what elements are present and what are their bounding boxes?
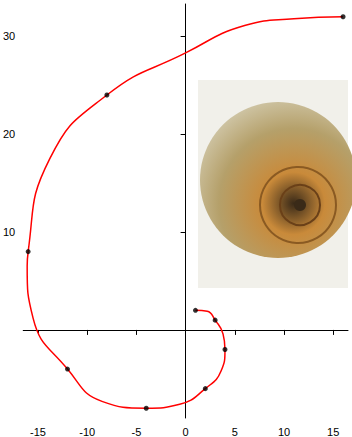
svg-text:30: 30 [3,30,15,42]
svg-text:10: 10 [278,426,290,437]
svg-text:15: 15 [327,426,339,437]
svg-text:20: 20 [3,128,15,140]
svg-text:5: 5 [232,426,238,437]
svg-text:-5: -5 [132,426,142,437]
svg-text:10: 10 [3,226,15,238]
svg-text:-15: -15 [30,426,46,437]
svg-text:0: 0 [183,426,189,437]
svg-text:-10: -10 [79,426,95,437]
